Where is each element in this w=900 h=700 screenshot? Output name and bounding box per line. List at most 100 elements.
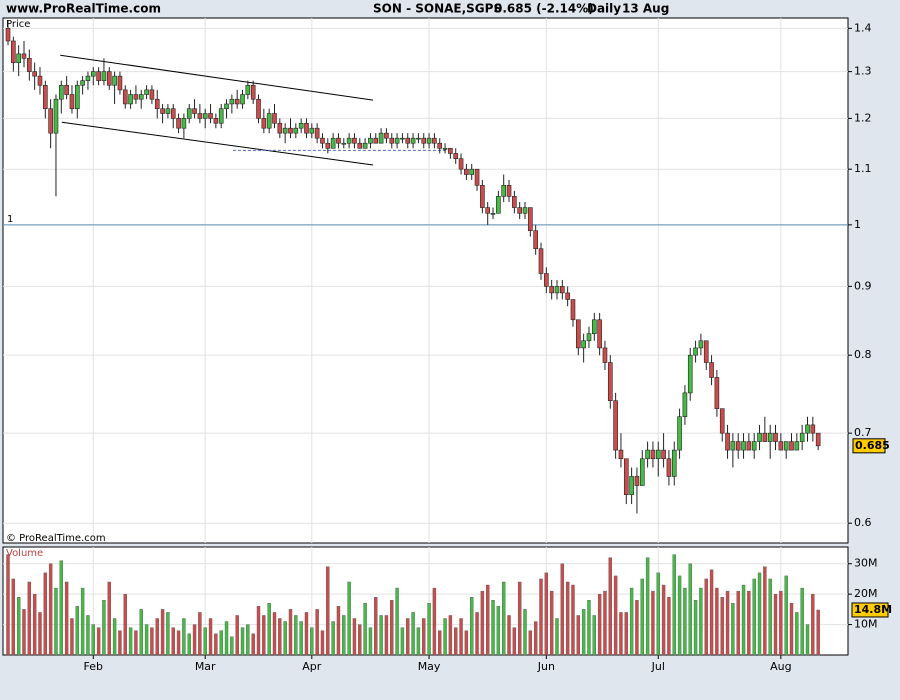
x-tick-label: Aug	[770, 660, 791, 673]
price-panel	[2, 17, 849, 544]
candle-body	[101, 71, 107, 81]
volume-bar	[288, 609, 293, 656]
volume-bar	[59, 560, 63, 656]
volume-bar	[427, 603, 431, 656]
candle-body	[586, 333, 592, 342]
candle-body	[512, 196, 517, 208]
candle-body	[330, 137, 336, 149]
candle-body	[533, 230, 538, 249]
candle-body	[538, 248, 544, 274]
volume-bar	[38, 612, 42, 656]
candle-body	[506, 185, 512, 197]
candle-body	[53, 98, 59, 134]
volume-bar	[464, 630, 469, 656]
candle-body	[757, 432, 762, 442]
volume-bar	[75, 606, 79, 656]
candle-body	[645, 449, 650, 460]
candle-body	[346, 137, 352, 144]
volume-bar	[331, 621, 335, 656]
date: 13 Aug	[622, 2, 669, 16]
volume-bar	[144, 624, 149, 656]
candle-body	[165, 108, 171, 114]
volume-bar	[779, 590, 783, 656]
volume-bar	[448, 615, 453, 656]
x-tick-label: Feb	[84, 660, 103, 673]
volume-bar	[560, 563, 565, 656]
candle-body	[21, 53, 27, 59]
candle-body	[421, 137, 427, 144]
volume-bar	[283, 621, 287, 656]
volume-bar	[155, 618, 159, 656]
candle-body	[149, 89, 155, 100]
candle-body	[325, 142, 331, 149]
volume-bar	[166, 612, 170, 656]
candle-body	[240, 94, 245, 105]
candle-body	[202, 113, 208, 119]
y-tick-label: 1	[854, 218, 861, 231]
volume-bar	[139, 609, 143, 656]
candle-body	[751, 441, 757, 451]
candle-body	[368, 137, 373, 144]
candle-body	[69, 94, 75, 110]
volume-bar	[800, 587, 804, 656]
volume-bar	[22, 609, 26, 656]
site: www.ProRealTime.com	[6, 2, 161, 16]
candle-body	[442, 148, 448, 150]
volume-bar	[395, 587, 399, 656]
candle-body	[176, 118, 181, 129]
candle-body	[666, 458, 672, 477]
candle-body	[597, 319, 602, 349]
candle-body	[448, 148, 453, 154]
volume-bar	[811, 593, 815, 656]
candle-body	[314, 127, 320, 139]
volume-bar	[709, 569, 714, 656]
candle-body	[250, 84, 256, 100]
volume-bar	[544, 572, 549, 656]
candle-body	[554, 286, 560, 294]
volume-bar	[725, 590, 730, 656]
volume-bar	[134, 630, 138, 656]
y-tick-label: 10M	[854, 618, 878, 631]
candle-body	[144, 89, 149, 95]
candle-body	[714, 377, 720, 409]
candle-body	[767, 432, 773, 442]
volume-bar	[501, 581, 506, 656]
candle-body	[570, 299, 576, 321]
y-tick-label: 1.3	[854, 65, 872, 78]
volume-bar	[459, 618, 463, 656]
volume-bar	[635, 600, 639, 656]
volume-bar	[517, 581, 522, 656]
volume-bar	[438, 630, 442, 656]
candle-body	[485, 207, 491, 214]
volume-bar	[198, 612, 202, 656]
volume-bar	[368, 627, 373, 656]
x-tick-label: May	[418, 660, 441, 673]
candle-body	[778, 441, 784, 451]
volume-bar	[16, 596, 21, 656]
candle-body	[661, 449, 666, 460]
volume-bar	[416, 627, 421, 656]
y-tick-label: 0.8	[854, 348, 872, 361]
candle-body	[549, 286, 554, 294]
candle-body	[693, 347, 698, 356]
candle-body	[32, 71, 37, 77]
volume-bar	[747, 590, 751, 656]
volume-bar	[661, 584, 666, 656]
candle-body	[282, 127, 288, 134]
candle-body	[48, 108, 53, 134]
candle-body	[309, 127, 315, 134]
x-tick-label: Apr	[302, 660, 322, 673]
volume-bar	[107, 581, 111, 656]
last-volume-label: 14.8M	[854, 603, 892, 616]
volume-bar	[400, 627, 405, 656]
candle-body	[501, 185, 506, 197]
volume-bar	[118, 630, 122, 656]
x-tick-label: Mar	[195, 660, 216, 673]
candle-body	[650, 449, 656, 460]
candle-body	[58, 84, 64, 100]
candle-body	[815, 432, 821, 447]
candle-body	[565, 292, 570, 300]
candle-body	[373, 137, 379, 144]
candle-body	[384, 132, 389, 139]
candle-body	[357, 142, 363, 149]
